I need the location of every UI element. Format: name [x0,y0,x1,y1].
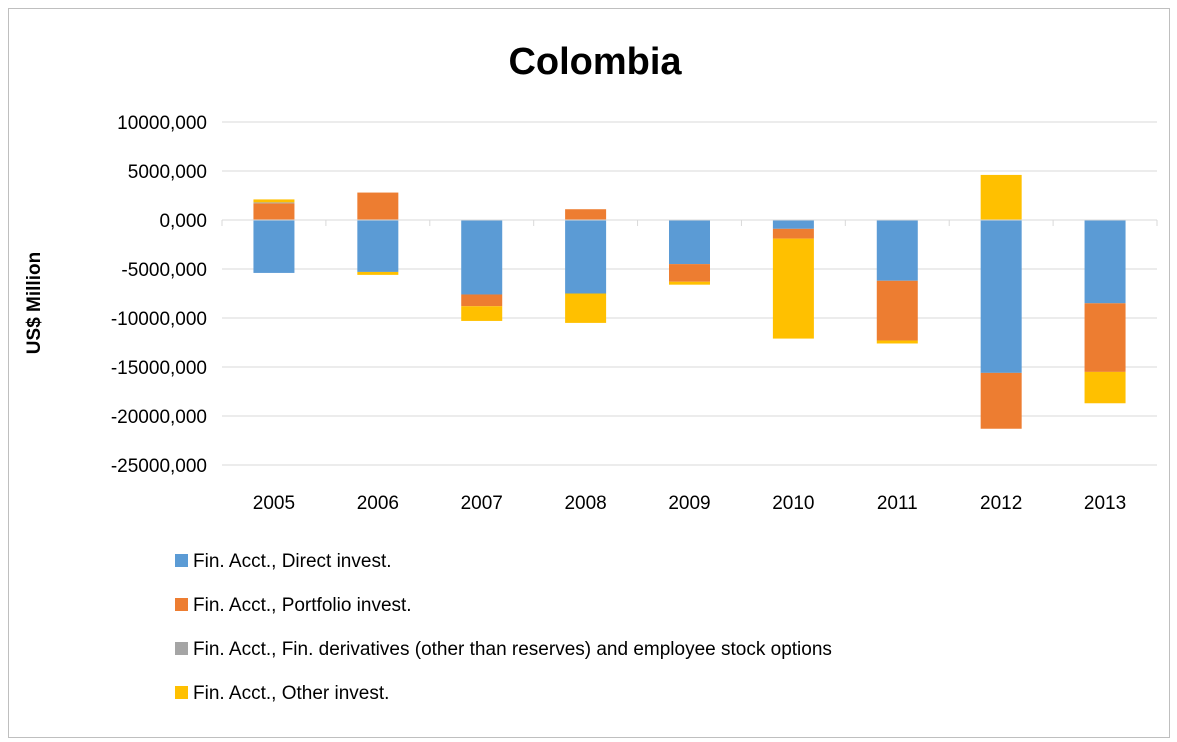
legend-swatch [175,686,188,699]
x-tick-label: 2010 [772,493,814,514]
y-tick-label: -10000,000 [111,309,207,330]
bar-segment [565,209,607,220]
bar-segment [253,220,295,273]
legend-swatch [175,642,188,655]
x-tick-label: 2007 [461,493,503,514]
bar-segment [1084,220,1126,304]
bar-segment [876,280,918,341]
y-tick-label: 0,000 [159,211,207,232]
chart-title: Colombia [508,41,682,83]
bar-segment [461,220,503,295]
x-tick-labels: 2005 2006 2007 2008 2009 2010 2011 2012 2013 [253,493,1126,514]
bar-segment [772,228,814,239]
x-tick-label: 2006 [357,493,399,514]
x-tick-label: 2013 [1084,493,1126,514]
bar-segment [772,238,814,339]
y-axis-label: US$ Million [24,252,45,354]
x-tick-label: 2005 [253,493,295,514]
x-tick-label: 2009 [668,493,710,514]
legend-item: Fin. Acct., Other invest. [175,683,389,704]
legend-label: Fin. Acct., Other invest. [193,683,389,704]
bars [221,174,1158,429]
y-tick-label: -15000,000 [111,358,207,379]
bar-segment [772,220,814,229]
y-tick-label: 10000,000 [117,113,207,134]
legend: Fin. Acct., Direct invest. Fin. Acct., Po… [175,551,832,704]
bar-segment [669,264,710,282]
bar-segment [980,174,1022,220]
legend-item: Fin. Acct., Direct invest. [175,551,392,572]
bar-segment [357,220,399,272]
x-tick-label: 2011 [877,493,918,514]
bar-segment [565,220,607,294]
chart-svg: Colombia US$ Million 10000,000 5000,000 0,… [24,41,1158,704]
bar-segment [357,271,399,275]
bar-segment [357,192,399,220]
bar-segment [980,372,1022,429]
bar-segment [876,340,918,344]
y-tick-labels: 10000,000 5000,000 0,000 -5000,000 -10000,00… [111,113,207,477]
y-tick-label: 5000,000 [128,162,207,183]
legend-label: Fin. Acct., Direct invest. [193,551,392,572]
legend-swatch [175,598,188,611]
legend-swatch [175,554,188,567]
y-tick-label: -5000,000 [121,260,207,281]
legend-item: Fin. Acct., Portfolio invest. [175,595,412,616]
bar-segment [253,203,295,220]
legend-item: Fin. Acct., Fin. derivatives (other than… [175,639,832,660]
legend-label: Fin. Acct., Fin. derivatives (other than… [193,639,832,660]
y-tick-label: -25000,000 [111,456,207,477]
bar-segment [461,306,503,321]
bar-segment [1084,303,1126,372]
bar-segment [876,220,918,281]
chart-area: Colombia US$ Million 10000,000 5000,000 0,… [8,8,1170,738]
bar-segment [461,294,503,307]
y-tick-label: -20000,000 [111,407,207,428]
bar-segment [253,199,295,203]
bar-segment [669,281,710,285]
x-tick-label: 2008 [564,493,606,514]
bar-segment [1084,371,1126,404]
bar-segment [980,220,1022,373]
x-tick-label: 2012 [980,493,1022,514]
bar-segment [669,220,710,265]
legend-label: Fin. Acct., Portfolio invest. [193,595,412,616]
bar-segment [565,293,607,323]
bar-segment [253,202,295,204]
